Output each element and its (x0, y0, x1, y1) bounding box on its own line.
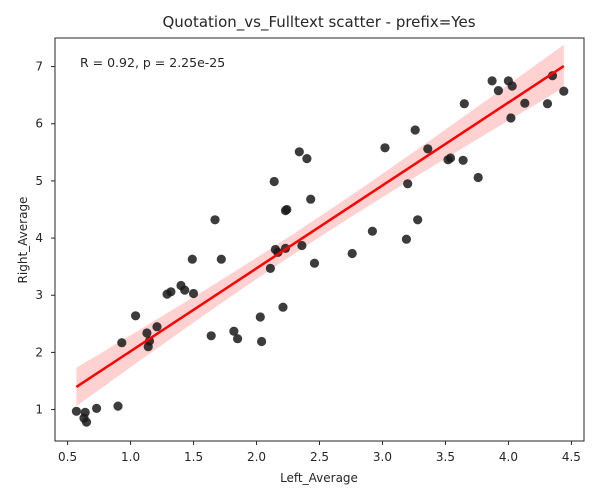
data-point (278, 302, 288, 312)
data-point (294, 147, 304, 157)
data-point (506, 113, 516, 123)
data-point (413, 215, 423, 225)
y-axis-label: Right_Average (16, 197, 30, 284)
data-point (380, 143, 390, 153)
x-tick-label: 4.5 (562, 450, 581, 464)
y-tick-label: 4 (35, 231, 43, 245)
data-point (257, 336, 267, 347)
data-point (282, 204, 292, 215)
data-point (113, 401, 123, 411)
data-point (188, 288, 199, 299)
data-point (152, 322, 162, 332)
data-point (229, 326, 239, 336)
data-point (206, 331, 216, 341)
y-tick-label: 5 (35, 174, 43, 188)
data-point (216, 254, 226, 264)
data-point (309, 258, 320, 268)
data-point (559, 86, 569, 96)
data-point (166, 287, 176, 297)
x-tick-label: 3.5 (436, 450, 455, 464)
data-point (187, 254, 197, 264)
data-point (80, 407, 90, 417)
x-tick-label: 1.0 (121, 450, 140, 464)
regression-line-path (75, 65, 565, 388)
data-point (71, 406, 81, 416)
x-tick-label: 2.0 (247, 450, 266, 464)
data-point (142, 328, 152, 338)
data-point (403, 179, 413, 189)
data-point (255, 312, 265, 322)
y-tick-label: 2 (35, 345, 43, 359)
x-axis-ticks: 0.5 1.0 1.5 2.0 2.5 3.0 3.5 4.0 4.5 (58, 441, 581, 464)
data-point (458, 155, 468, 165)
data-point (297, 240, 307, 251)
y-tick-label: 7 (35, 60, 43, 74)
data-point (92, 403, 102, 413)
data-point (269, 176, 279, 187)
x-tick-label: 1.5 (184, 450, 203, 464)
x-tick-label: 2.5 (310, 450, 329, 464)
data-points (71, 71, 569, 427)
data-point (423, 144, 433, 154)
data-point (117, 338, 127, 348)
data-point (445, 153, 456, 163)
data-point (265, 263, 275, 273)
data-point (542, 99, 553, 109)
data-point (302, 154, 312, 164)
data-point (347, 248, 357, 259)
x-tick-label: 4.0 (499, 450, 518, 464)
data-point (367, 226, 377, 236)
data-point (410, 125, 420, 135)
data-point (401, 234, 411, 244)
data-point (81, 417, 92, 427)
regression-line (75, 65, 565, 388)
y-tick-label: 1 (35, 403, 43, 417)
data-point (210, 215, 220, 225)
data-point (180, 285, 190, 295)
chart-title: Quotation_vs_Fulltext scatter - prefix=Y… (162, 13, 475, 32)
correlation-annotation: R = 0.92, p = 2.25e-25 (80, 55, 225, 70)
y-tick-label: 6 (35, 117, 43, 131)
x-tick-label: 3.0 (373, 450, 392, 464)
y-axis-ticks: 1 2 3 4 5 6 7 (35, 60, 55, 417)
data-point (131, 311, 141, 321)
y-tick-label: 3 (35, 288, 43, 302)
data-point (520, 98, 530, 108)
x-axis-label: Left_Average (280, 471, 358, 485)
x-tick-label: 0.5 (58, 450, 77, 464)
data-point (233, 334, 243, 344)
data-point (487, 76, 497, 86)
data-point (459, 99, 469, 109)
data-point (493, 86, 503, 96)
data-point (473, 172, 483, 183)
data-point (507, 81, 517, 91)
data-point (306, 194, 316, 204)
